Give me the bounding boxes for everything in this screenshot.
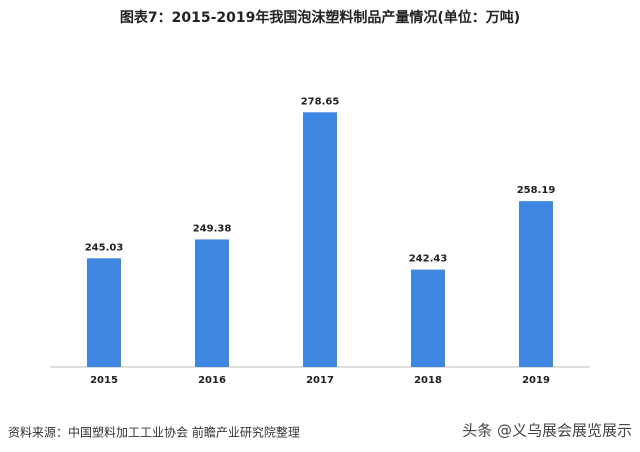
bar xyxy=(519,201,553,367)
x-tick-label: 2016 xyxy=(198,375,226,386)
x-tick-label: 2019 xyxy=(522,375,550,386)
value-label: 258.19 xyxy=(517,185,556,196)
bar xyxy=(303,112,337,367)
bar xyxy=(87,258,121,367)
x-tick-label: 2015 xyxy=(90,375,118,386)
bar xyxy=(411,269,445,367)
value-label: 245.03 xyxy=(85,242,124,253)
chart-title: 图表7：2015-2019年我国泡沫塑料制品产量情况(单位：万吨) xyxy=(120,9,520,26)
x-tick-label: 2017 xyxy=(306,375,334,386)
bar xyxy=(195,239,229,367)
x-tick-label: 2018 xyxy=(414,375,442,386)
value-label: 278.65 xyxy=(301,96,340,107)
value-label: 249.38 xyxy=(193,223,232,234)
source-note: 资料来源：中国塑料加工工业协会 前瞻产业研究院整理 xyxy=(8,425,300,440)
watermark: 头条 @义乌展会展览展示 xyxy=(462,422,632,440)
value-label: 242.43 xyxy=(409,254,448,265)
